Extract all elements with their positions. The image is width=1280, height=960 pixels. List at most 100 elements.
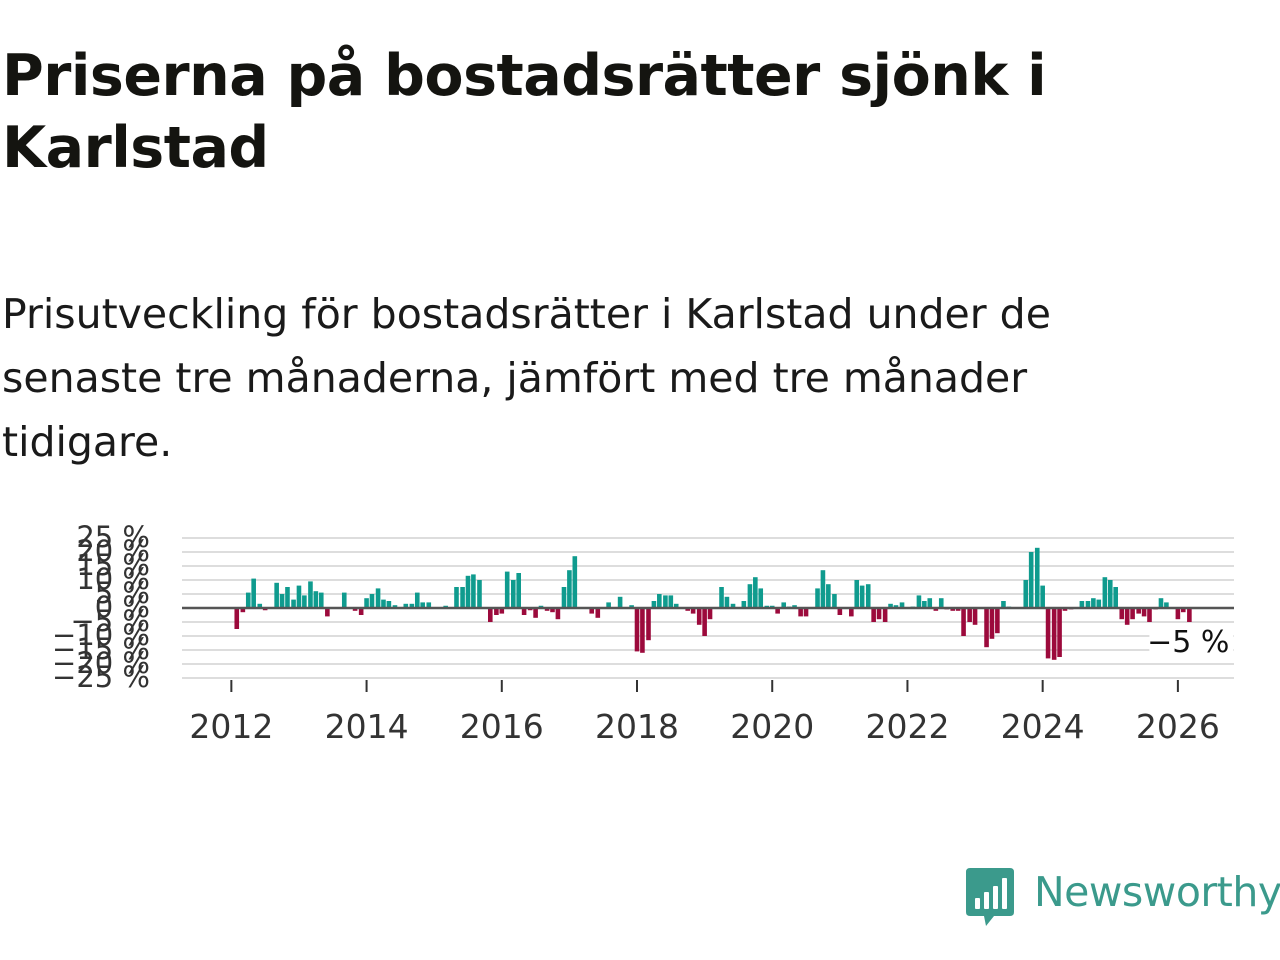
bar <box>933 608 939 611</box>
bar <box>758 588 764 608</box>
bar <box>724 596 730 608</box>
logo-bar-1 <box>975 898 980 909</box>
bar <box>291 599 296 608</box>
bar <box>792 605 797 608</box>
bar <box>634 608 640 652</box>
bar <box>352 608 358 611</box>
bar <box>364 598 369 608</box>
bar <box>995 608 1000 634</box>
bar <box>1141 608 1147 617</box>
bar <box>859 585 865 608</box>
bar <box>961 608 966 636</box>
bar <box>1107 580 1113 608</box>
bar <box>279 594 285 608</box>
bar <box>798 608 803 617</box>
bar <box>989 608 995 639</box>
bar <box>950 608 956 611</box>
bar <box>308 581 313 608</box>
bar <box>882 608 888 622</box>
bar <box>516 573 521 608</box>
bar <box>561 587 567 608</box>
bar <box>494 608 499 615</box>
bar <box>730 603 736 608</box>
bar <box>358 608 364 615</box>
bar <box>849 608 854 617</box>
last-value-label: −5 % <box>1147 625 1229 660</box>
bar <box>420 602 425 608</box>
bar <box>504 571 510 608</box>
bar <box>916 595 922 608</box>
bar <box>781 602 787 608</box>
newsworthy-logo: Newsworthy <box>962 862 1280 932</box>
bar <box>426 602 432 608</box>
bar <box>341 592 347 608</box>
bar <box>1124 608 1130 625</box>
bar <box>1180 608 1186 613</box>
y-tick-label: −25 % <box>52 660 150 694</box>
logo-bar-4 <box>1002 878 1007 909</box>
bar <box>820 570 826 608</box>
bar <box>1119 608 1125 620</box>
annotation-group: −5 % <box>1147 624 1234 660</box>
bar <box>673 603 679 608</box>
bar <box>984 608 989 648</box>
bar <box>1001 601 1006 608</box>
newsworthy-logo-icon <box>966 868 1014 926</box>
bar <box>1096 599 1102 608</box>
bar <box>1051 608 1057 660</box>
bar <box>927 598 933 608</box>
bar <box>1034 547 1040 608</box>
y-tick-label: 20 % <box>76 534 150 568</box>
bar <box>707 608 713 620</box>
bar <box>240 608 246 613</box>
bar <box>663 595 668 608</box>
bar <box>741 601 747 608</box>
bar <box>854 580 860 608</box>
bar <box>747 584 753 608</box>
bar <box>657 594 662 608</box>
y-tick-label: −15 % <box>52 632 150 666</box>
bar <box>685 608 691 611</box>
y-tick-label: 10 % <box>76 562 150 596</box>
bar <box>510 580 516 608</box>
bar <box>865 584 871 608</box>
bar <box>460 587 465 608</box>
bar-chart: 25 %20 %15 %10 %5 %0 %−5 %−10 %−15 %−20 … <box>52 520 1234 746</box>
bar <box>826 584 831 608</box>
bar <box>629 605 634 608</box>
bar <box>414 592 420 608</box>
bar <box>550 608 555 613</box>
bar <box>1091 598 1096 608</box>
bar <box>1102 577 1108 608</box>
x-axis: 2012 2014 2016 2018 2020 2022 2024 2026 <box>189 680 1220 746</box>
bar <box>1187 608 1192 622</box>
bar <box>938 598 944 608</box>
bar <box>296 585 302 608</box>
bar <box>1130 608 1135 620</box>
bar <box>234 608 240 629</box>
x-tick-label: 2022 <box>865 707 949 746</box>
y-tick-label: 15 % <box>76 548 150 582</box>
bar <box>589 608 595 614</box>
bar <box>381 599 386 608</box>
bar <box>888 603 893 608</box>
bar <box>1158 598 1164 608</box>
bar <box>544 608 550 611</box>
bar <box>313 591 319 608</box>
bar <box>606 602 611 608</box>
bar <box>465 575 471 608</box>
x-tick-label: 2012 <box>189 707 273 746</box>
y-tick-label: −20 % <box>52 646 150 680</box>
bar <box>555 608 561 620</box>
y-tick-label: −10 % <box>52 618 150 652</box>
chart-subtitle: Prisutveckling för bostadsrätter i Karls… <box>2 290 1051 466</box>
bar <box>668 595 674 608</box>
y-tick-label: 25 % <box>76 520 150 554</box>
bar <box>285 587 290 608</box>
bar <box>696 608 702 625</box>
bar <box>274 582 279 608</box>
bar <box>1028 552 1034 608</box>
bar <box>640 608 645 653</box>
bar <box>1045 608 1051 659</box>
bar <box>893 605 899 608</box>
